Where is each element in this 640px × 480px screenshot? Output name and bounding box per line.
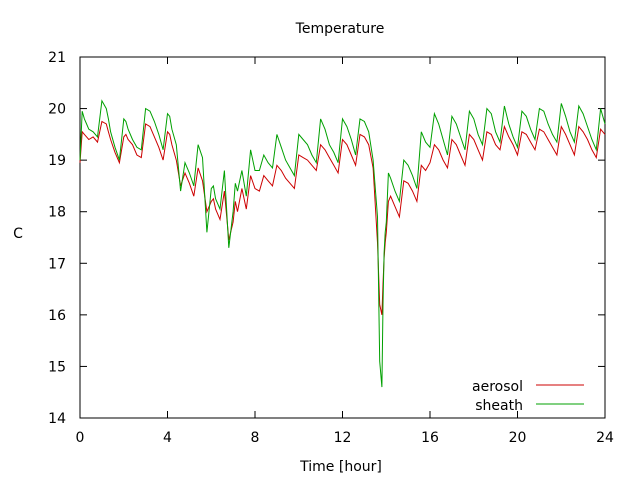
- chart-title: Temperature: [295, 21, 385, 37]
- y-tick-label: 20: [48, 102, 66, 118]
- x-tick-label: 20: [509, 430, 527, 446]
- x-axis-label: Time [hour]: [299, 459, 382, 475]
- plot-border: [79, 56, 606, 419]
- y-tick-label: 21: [48, 50, 66, 66]
- x-tick-label: 0: [76, 430, 85, 446]
- y-axis-label: C: [13, 226, 23, 242]
- x-tick-label: 16: [421, 430, 439, 446]
- series-line-aerosol: [79, 120, 606, 316]
- x-tick-label: 4: [163, 430, 172, 446]
- y-tick-label: 15: [48, 359, 66, 375]
- plot-area: [79, 56, 606, 419]
- y-tick-label: 14: [48, 411, 66, 427]
- y-tick-label: 16: [48, 308, 66, 324]
- series-line-sheath: [79, 99, 606, 388]
- x-tick-label: 8: [251, 430, 260, 446]
- y-tick-label: 18: [48, 205, 66, 221]
- x-tick-label: 12: [334, 430, 352, 446]
- legend-label-sheath: sheath: [475, 398, 523, 414]
- x-tick-label: 24: [596, 430, 614, 446]
- legend: aerosol sheath: [472, 379, 584, 414]
- y-tick-label: 19: [48, 153, 66, 169]
- legend-label-aerosol: aerosol: [472, 379, 523, 395]
- y-tick-label: 17: [48, 256, 66, 272]
